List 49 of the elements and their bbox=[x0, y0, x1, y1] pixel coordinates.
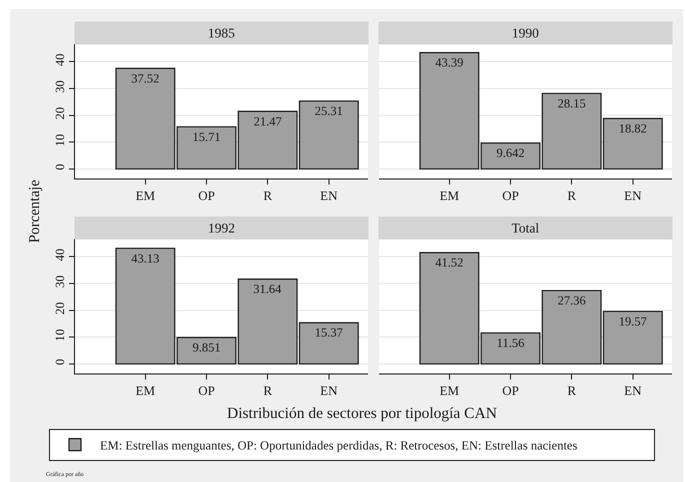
x-tick-label: R bbox=[263, 383, 272, 398]
data-label: 21.47 bbox=[254, 114, 282, 128]
x-tick-label: EN bbox=[320, 383, 338, 398]
y-tick-label: 0 bbox=[52, 164, 67, 170]
x-tick-label: EN bbox=[320, 188, 338, 204]
x-tick-label: EN bbox=[624, 188, 642, 204]
legend-label: EM: Estrellas menguantes, OP: Oportunidades perdidas, R: Retrocesos, EN: Estrellas nacientes bbox=[100, 438, 578, 452]
data-label: 18.82 bbox=[618, 121, 647, 136]
y-tick-label: 0 bbox=[52, 358, 67, 366]
x-tick-label: OP bbox=[198, 188, 215, 204]
data-label: 28.15 bbox=[558, 96, 586, 110]
data-label: 9.642 bbox=[496, 146, 525, 160]
y-tick-label: 20 bbox=[52, 107, 67, 120]
x-tick-label: R bbox=[567, 383, 576, 398]
chart-title: 1990 bbox=[512, 26, 540, 40]
y-tick-label: 30 bbox=[52, 275, 67, 288]
y-tick-label: 10 bbox=[52, 134, 67, 146]
x-tick-label: EM bbox=[440, 383, 460, 398]
data-label: 31.64 bbox=[253, 282, 282, 296]
x-tick-label: R bbox=[567, 188, 576, 204]
chart-title: Total bbox=[512, 220, 540, 236]
data-label: 43.13 bbox=[131, 251, 160, 266]
x-tick-label: EN bbox=[624, 383, 642, 398]
x-tick-label: OP bbox=[502, 383, 519, 398]
data-label: 15.37 bbox=[314, 326, 343, 340]
data-label: 37.52 bbox=[131, 71, 160, 86]
data-label: 41.52 bbox=[435, 256, 464, 270]
y-tick-label: 10 bbox=[52, 328, 67, 342]
x-axis-title: Distribución de sectores por tipología CAN bbox=[227, 405, 497, 422]
x-tick-label: OP bbox=[198, 383, 215, 398]
chart-title: 1985 bbox=[208, 26, 236, 40]
y-tick-label: 40 bbox=[52, 248, 67, 262]
y-tick-label: 30 bbox=[52, 80, 67, 93]
x-tick-label: EM bbox=[440, 188, 460, 204]
chart-title: 1992 bbox=[208, 220, 235, 236]
data-label: 9.851 bbox=[192, 340, 221, 355]
data-label: 19.57 bbox=[618, 314, 647, 328]
y-tick-label: 40 bbox=[52, 54, 67, 66]
data-label: 15.71 bbox=[192, 130, 221, 144]
x-tick-label: OP bbox=[502, 188, 519, 204]
data-label: 27.36 bbox=[558, 294, 586, 308]
x-tick-label: EM bbox=[136, 383, 156, 398]
data-label: 11.56 bbox=[496, 336, 524, 350]
x-tick-label: EM bbox=[136, 188, 156, 204]
data-label: 25.31 bbox=[314, 104, 343, 118]
data-label: 43.39 bbox=[435, 56, 464, 70]
x-tick-label: R bbox=[263, 188, 272, 204]
y-axis-title: Porcentaje bbox=[27, 179, 43, 243]
y-tick-label: 20 bbox=[52, 302, 67, 315]
